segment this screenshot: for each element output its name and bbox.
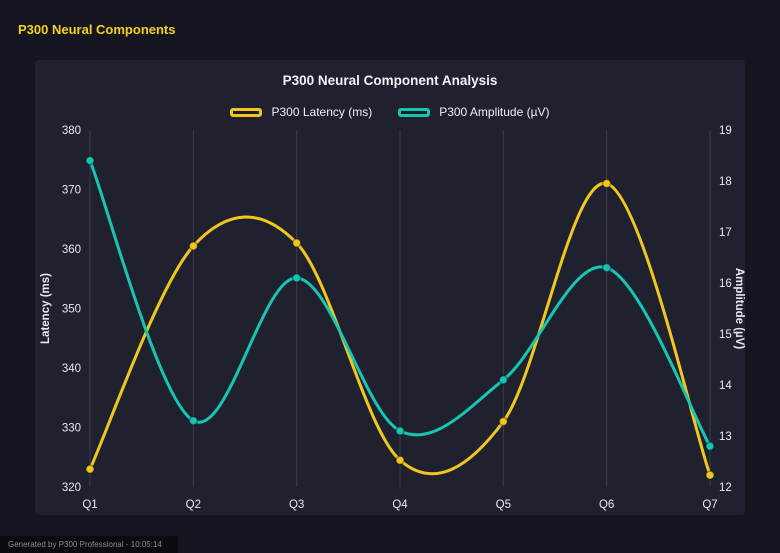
chart-canvas: 320 330 340 350 360 370 380 12 13 14 15 16 17 18 19 Q1 Q…	[40, 125, 745, 511]
data-point-right[interactable]	[498, 375, 509, 385]
amplitude-swatch-icon	[398, 107, 431, 117]
data-point-left[interactable]	[188, 241, 199, 251]
data-point-right[interactable]	[291, 273, 302, 283]
right-axis-tick-label: 12	[719, 482, 732, 494]
x-axis-category-label: Q1	[82, 499, 97, 511]
right-axis-tick-label: 19	[719, 125, 732, 137]
left-axis-tick-label: 360	[62, 244, 81, 256]
data-point-right[interactable]	[705, 441, 715, 451]
data-point-right[interactable]	[85, 155, 95, 166]
legend-label-latency: P300 Latency (ms)	[271, 105, 373, 119]
data-point-left[interactable]	[395, 455, 405, 465]
footer-strip: Generated by P300 Professional - 10:05:1…	[0, 536, 178, 553]
data-point-left[interactable]	[601, 178, 612, 189]
left-axis-tick-label: 320	[62, 482, 81, 494]
left-axis-tick-label: 370	[62, 185, 81, 197]
left-axis-tick-label: 350	[62, 304, 81, 316]
right-axis-tick-label: 18	[719, 176, 732, 188]
chart-panel: P300 Neural Component Analysis P300 Late…	[35, 60, 745, 515]
left-axis-tick-label: 330	[62, 423, 81, 435]
right-axis-tick-label: 16	[719, 278, 732, 290]
x-axis-category-label: Q4	[392, 499, 408, 511]
latency-swatch-icon	[230, 107, 263, 117]
chart-title: P300 Neural Component Analysis	[282, 73, 498, 88]
x-axis-category-label: Q2	[186, 499, 201, 511]
legend-label-amplitude: P300 Amplitude (µV)	[439, 105, 550, 119]
data-point-right[interactable]	[395, 426, 405, 436]
legend-item-amplitude[interactable]: P300 Amplitude (µV)	[398, 105, 550, 119]
x-axis-category-label: Q3	[289, 499, 304, 511]
x-axis-category-label: Q7	[702, 499, 717, 511]
data-point-left[interactable]	[498, 416, 509, 427]
x-axis-category-label: Q5	[496, 499, 511, 511]
x-axis-category-label: Q6	[599, 499, 614, 511]
data-point-left[interactable]	[85, 464, 95, 474]
data-point-left[interactable]	[705, 470, 715, 480]
footer-text: Generated by P300 Professional - 10:05:1…	[8, 540, 162, 549]
data-point-left[interactable]	[291, 238, 302, 248]
page-title: P300 Neural Components	[18, 22, 176, 37]
left-axis-title: Latency (ms)	[40, 273, 52, 344]
right-axis-tick-label: 17	[719, 227, 732, 239]
right-axis-tick-label: 14	[719, 380, 732, 392]
right-axis-title: Amplitude (µV)	[733, 268, 745, 350]
legend-item-latency[interactable]: P300 Latency (ms)	[230, 105, 372, 119]
chart-legend: P300 Latency (ms) P300 Amplitude (µV)	[35, 105, 745, 119]
left-axis-tick-label: 380	[62, 125, 81, 137]
data-point-right[interactable]	[601, 262, 612, 273]
data-point-right[interactable]	[188, 415, 199, 426]
right-axis-tick-label: 13	[719, 431, 732, 443]
left-axis-tick-label: 340	[62, 363, 81, 375]
right-axis-tick-label: 15	[719, 329, 732, 341]
